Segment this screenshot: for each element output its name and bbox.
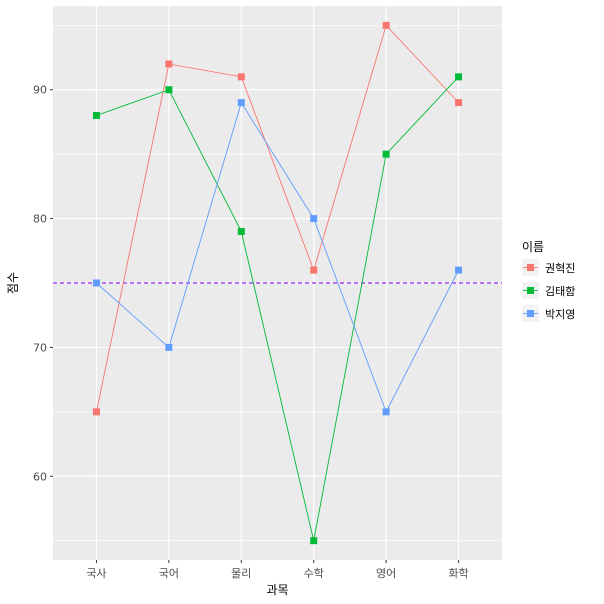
y-tick-label: 90: [33, 84, 47, 97]
series-line: [96, 24, 459, 412]
x-tick-label: 영어: [376, 567, 396, 580]
series-group: [92, 21, 463, 545]
y-tick-label: 70: [33, 341, 47, 354]
data-point: [455, 99, 463, 107]
x-tick-label: 국사: [86, 567, 106, 580]
legend-key-marker: [527, 310, 534, 317]
x-tick-label: 수학: [304, 567, 324, 580]
data-point: [237, 99, 245, 107]
data-point: [310, 215, 318, 223]
data-point: [92, 112, 100, 120]
y-axis-ticks: 60 70 80 90: [33, 84, 53, 483]
legend-title: 이름: [522, 240, 544, 254]
data-point: [455, 266, 463, 274]
data-point: [455, 73, 463, 81]
data-point: [382, 150, 390, 158]
series-line: [96, 76, 459, 541]
data-point: [165, 60, 173, 68]
legend-label: 권혁진: [545, 262, 575, 275]
series-line: [96, 101, 459, 413]
data-point: [310, 266, 318, 274]
data-point: [310, 537, 318, 545]
x-axis-ticks: 국사 국어 물리 수학 영어 화학: [86, 560, 469, 580]
data-point: [382, 21, 390, 29]
y-tick-label: 60: [33, 470, 47, 483]
y-tick-label: 80: [33, 213, 47, 226]
data-point: [165, 86, 173, 94]
data-point: [237, 73, 245, 81]
x-tick-label: 화학: [448, 567, 468, 580]
legend-key-marker: [527, 264, 534, 271]
data-point: [92, 408, 100, 416]
data-point: [382, 408, 390, 416]
data-point: [165, 343, 173, 351]
legend-label: 김태함: [545, 285, 575, 298]
data-point: [92, 279, 100, 287]
legend-label: 박지영: [545, 308, 575, 321]
data-point: [237, 227, 245, 235]
x-axis-title: 과목: [266, 583, 288, 597]
y-axis-title: 점수: [6, 272, 20, 294]
x-tick-label: 국어: [159, 567, 179, 580]
x-tick-label: 물리: [231, 567, 251, 580]
legend-key-marker: [527, 287, 534, 294]
